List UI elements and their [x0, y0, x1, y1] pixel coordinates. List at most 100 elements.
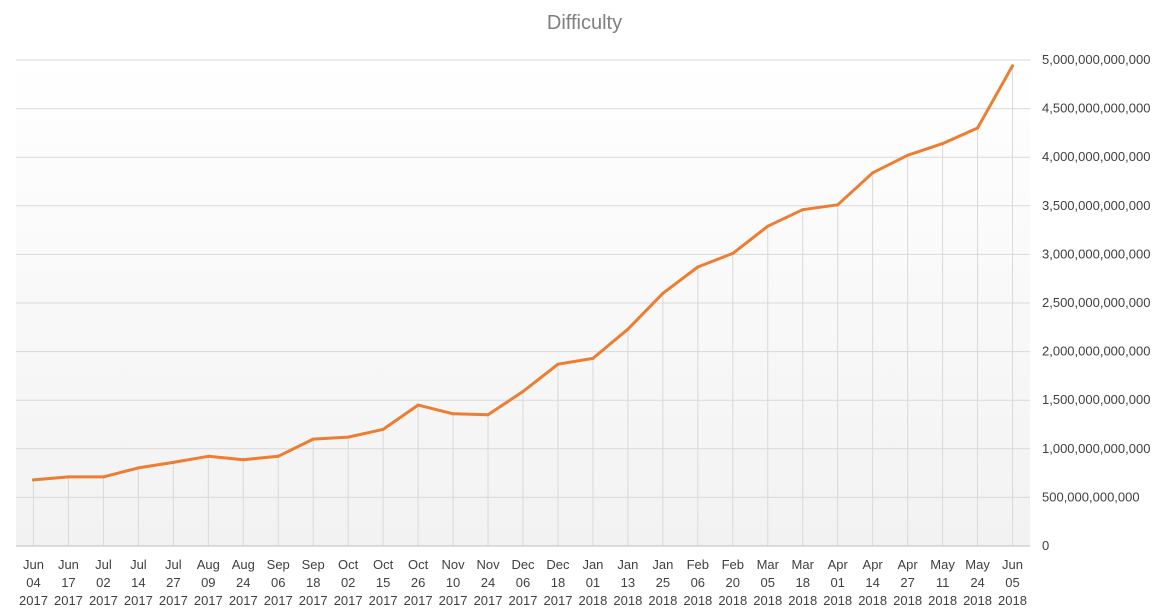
x-tick-label: 26	[411, 575, 425, 590]
x-tick-label: 2017	[404, 593, 433, 608]
x-tick-label: 14	[865, 575, 879, 590]
x-tick-label: 14	[131, 575, 145, 590]
x-tick-label: May	[930, 557, 955, 572]
x-tick-label: 2017	[369, 593, 398, 608]
x-tick-label: Jan	[652, 557, 673, 572]
x-tick-label: 18	[795, 575, 809, 590]
data-point	[906, 153, 910, 157]
x-tick-label: Sep	[267, 557, 290, 572]
x-tick-label: 2017	[159, 593, 188, 608]
data-point	[206, 454, 210, 458]
x-tick-label: 2018	[928, 593, 957, 608]
x-tick-label: 2017	[439, 593, 468, 608]
x-tick-label: 25	[656, 575, 670, 590]
data-point	[451, 412, 455, 416]
x-tick-label: 2018	[578, 593, 607, 608]
x-tick-label: 02	[341, 575, 355, 590]
x-tick-label: Apr	[828, 557, 849, 572]
x-tick-label: 2018	[648, 593, 677, 608]
data-point	[1011, 64, 1015, 68]
x-tick-label: 02	[96, 575, 110, 590]
x-tick-label: Aug	[197, 557, 220, 572]
x-tick-label: 13	[621, 575, 635, 590]
x-tick-label: Feb	[722, 557, 744, 572]
data-point	[311, 437, 315, 441]
data-point	[31, 478, 35, 482]
y-tick-label: 3,000,000,000,000	[1042, 246, 1150, 261]
x-tick-label: 2017	[544, 593, 573, 608]
x-tick-label: 10	[446, 575, 460, 590]
x-tick-label: 2018	[963, 593, 992, 608]
x-tick-label: Nov	[442, 557, 466, 572]
x-tick-label: 2017	[54, 593, 83, 608]
x-tick-label: Feb	[687, 557, 709, 572]
x-tick-label: Oct	[338, 557, 359, 572]
x-tick-label: 2017	[229, 593, 258, 608]
data-point	[731, 251, 735, 255]
x-tick-label: May	[965, 557, 990, 572]
y-tick-label: 0	[1042, 538, 1049, 553]
x-tick-label: Jul	[130, 557, 147, 572]
data-point	[136, 466, 140, 470]
x-tick-label: 2017	[509, 593, 538, 608]
data-point	[101, 475, 105, 479]
y-tick-label: 500,000,000,000	[1042, 489, 1140, 504]
data-point	[241, 458, 245, 462]
x-tick-label: 18	[551, 575, 565, 590]
x-tick-label: 01	[830, 575, 844, 590]
x-tick-label: 06	[271, 575, 285, 590]
x-tick-label: 2017	[124, 593, 153, 608]
x-tick-label: Jun	[1002, 557, 1023, 572]
x-tick-label: 2018	[823, 593, 852, 608]
data-point	[556, 362, 560, 366]
x-tick-label: 18	[306, 575, 320, 590]
x-tick-label: 2018	[998, 593, 1027, 608]
x-tick-label: Mar	[792, 557, 815, 572]
data-point	[766, 224, 770, 228]
x-tick-label: 2017	[19, 593, 48, 608]
x-tick-label: 2017	[89, 593, 118, 608]
x-tick-label: 2017	[194, 593, 223, 608]
x-tick-label: 20	[726, 575, 740, 590]
y-tick-label: 3,500,000,000,000	[1042, 198, 1150, 213]
x-tick-label: 05	[1005, 575, 1019, 590]
data-point	[171, 460, 175, 464]
data-point	[486, 413, 490, 417]
x-tick-label: 2018	[613, 593, 642, 608]
x-tick-label: Jan	[582, 557, 603, 572]
x-tick-label: 2017	[264, 593, 293, 608]
x-tick-label: 2018	[893, 593, 922, 608]
x-tick-label: 06	[516, 575, 530, 590]
data-point	[836, 203, 840, 207]
x-tick-label: Apr	[863, 557, 884, 572]
x-tick-label: Aug	[232, 557, 255, 572]
data-point	[696, 265, 700, 269]
x-tick-label: 24	[970, 575, 984, 590]
x-tick-label: 2017	[299, 593, 328, 608]
x-tick-label: 24	[481, 575, 495, 590]
x-tick-label: 2018	[683, 593, 712, 608]
y-tick-label: 2,000,000,000,000	[1042, 344, 1150, 359]
y-tick-label: 1,000,000,000,000	[1042, 441, 1150, 456]
data-point	[591, 356, 595, 360]
x-tick-label: 24	[236, 575, 250, 590]
x-tick-label: Mar	[757, 557, 780, 572]
x-tick-label: Jul	[95, 557, 112, 572]
data-point	[346, 435, 350, 439]
data-point	[871, 171, 875, 175]
x-tick-label: 09	[201, 575, 215, 590]
x-tick-label: 27	[166, 575, 180, 590]
y-tick-label: 5,000,000,000,000	[1042, 52, 1150, 67]
y-tick-label: 1,500,000,000,000	[1042, 392, 1150, 407]
x-tick-label: 2017	[334, 593, 363, 608]
x-tick-label: 2017	[474, 593, 503, 608]
x-tick-label: 15	[376, 575, 390, 590]
x-tick-label: 01	[586, 575, 600, 590]
data-point	[661, 291, 665, 295]
x-tick-label: 06	[691, 575, 705, 590]
x-tick-label: Jan	[617, 557, 638, 572]
x-tick-label: Oct	[373, 557, 394, 572]
x-tick-label: Apr	[898, 557, 919, 572]
x-tick-label: Dec	[546, 557, 570, 572]
